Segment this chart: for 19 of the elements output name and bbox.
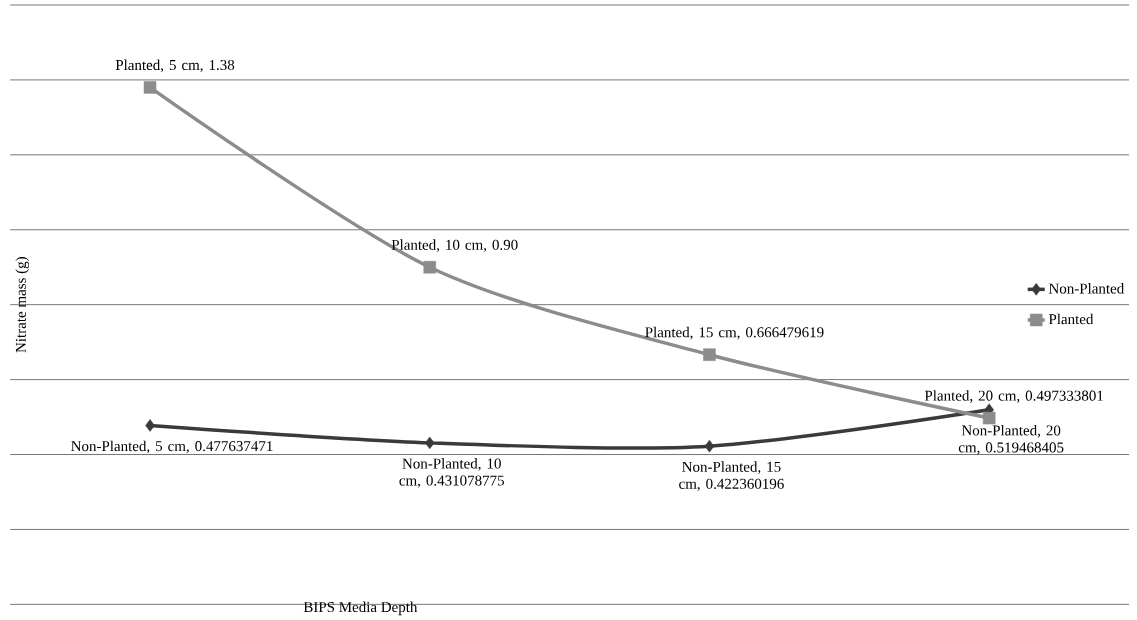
data-label: Non-Planted, 15 cm, 0.422360196	[679, 461, 784, 491]
data-label: Non-Planted, 10 cm, 0.431078775	[399, 457, 504, 488]
data-label: Planted, 15 cm, 0.666479619	[645, 326, 824, 340]
point	[703, 348, 716, 361]
point	[982, 411, 996, 425]
y-axis-title: Nitrate mass (g)	[15, 256, 30, 353]
point	[145, 419, 155, 432]
point	[423, 260, 436, 274]
data-label: Planted, 20 cm, 0.497333801	[924, 390, 1103, 403]
data-label: Non-Planted, 5 cm, 0.477637471	[71, 440, 273, 454]
legend-label: Non-Planted	[1048, 282, 1125, 294]
point	[143, 80, 157, 94]
point	[425, 436, 435, 449]
data-label: Planted, 5 cm, 1.38	[115, 59, 235, 73]
data-label: Planted, 10 cm, 0.90	[391, 239, 518, 252]
legend-label: Planted	[1048, 313, 1094, 325]
point	[704, 439, 715, 453]
x-axis-title: BIPS Media Depth	[303, 601, 418, 615]
data-label: Non-Planted, 20 cm, 0.519468405	[958, 424, 1064, 455]
